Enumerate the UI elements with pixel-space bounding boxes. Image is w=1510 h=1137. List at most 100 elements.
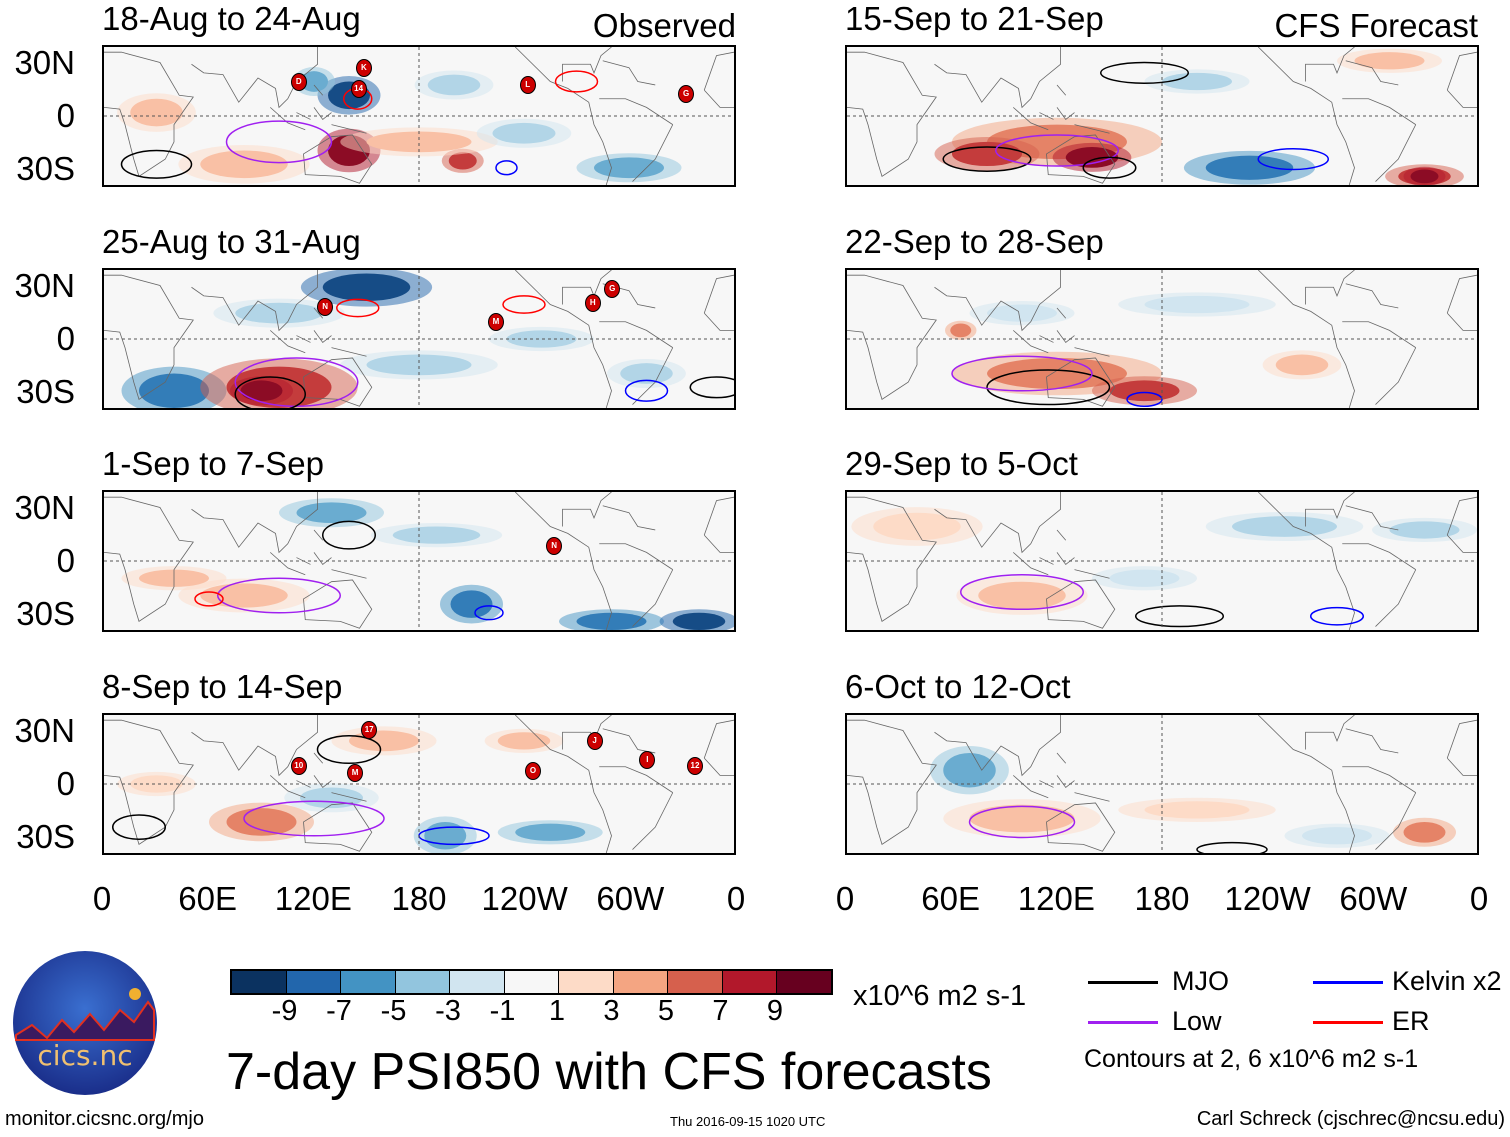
wave-contour (113, 815, 166, 839)
colorbar-tick-label: 7 (712, 995, 729, 1027)
coastline (1258, 715, 1354, 853)
coastline (1447, 52, 1477, 107)
coastline (1258, 492, 1354, 630)
storm-marker: 14 (350, 79, 367, 98)
anomaly-shading (413, 816, 477, 853)
colorbar-swatch (232, 971, 287, 993)
coastline (515, 492, 611, 630)
map-panel (845, 268, 1479, 410)
coastline (704, 720, 734, 775)
colorbar-swatch (722, 971, 777, 993)
panel-title: 1-Sep to 7-Sep (102, 445, 324, 482)
coastline (192, 270, 318, 330)
y-tick-label: 0 (56, 320, 75, 357)
map-panel (845, 713, 1479, 855)
y-tick-label: 30N (14, 44, 75, 81)
y-tick-label: 30N (14, 267, 75, 304)
coastline (304, 135, 372, 183)
wave-contour (122, 151, 192, 179)
colorbar-swatch (450, 971, 505, 993)
main-title: 7-day PSI850 with CFS forecasts (226, 1043, 992, 1101)
anomaly-shading (1262, 350, 1342, 380)
coastline (563, 47, 673, 182)
colorbar-swatch (341, 971, 396, 993)
wave-contour (1258, 149, 1328, 170)
anomaly-shading (213, 298, 345, 328)
wave-contour (996, 135, 1119, 166)
footer-timestamp: Thu 2016-09-15 1020 UTC (670, 1114, 826, 1129)
anomaly-shading (1092, 566, 1197, 591)
anomaly-shading (934, 137, 1040, 171)
colorbar-tick-label: 1 (548, 995, 566, 1027)
anomaly-shading (1092, 376, 1197, 406)
coastline (104, 720, 193, 844)
colorbar-swatch (395, 971, 450, 993)
colorbar (230, 969, 833, 995)
colorbar-tick-label: 9 (766, 995, 784, 1027)
coastline (847, 497, 936, 621)
coastline (1258, 47, 1354, 185)
y-tick-label: 30N (14, 489, 75, 526)
panel-title: 15-Sep to 21-Sep (845, 0, 1104, 37)
legend-low-line (1088, 1021, 1158, 1024)
anomaly-shading (930, 746, 1009, 795)
anomaly-shading (943, 799, 1101, 838)
anomaly-shading (331, 726, 437, 756)
anomaly-shading (178, 578, 310, 613)
anomaly-shading (1205, 512, 1364, 541)
anomaly-shading (484, 728, 564, 753)
coastline (1258, 270, 1354, 408)
colorbar-units: x10^6 m2 s-1 (853, 980, 1027, 1012)
coastline (563, 492, 673, 627)
coastline (1447, 497, 1477, 552)
coastline (304, 358, 372, 406)
wave-contour (496, 161, 517, 175)
colorbar-swatch (777, 971, 831, 993)
anomaly-shading (1118, 797, 1276, 822)
wave-contour (1083, 157, 1136, 178)
coastline (192, 492, 318, 552)
coastline (935, 47, 1061, 107)
coastline (1306, 492, 1416, 627)
coastline (704, 497, 734, 552)
coastline (104, 52, 193, 176)
y-tick-label: 0 (56, 765, 75, 802)
anomaly-shading (1393, 817, 1456, 847)
storm-marker: D (290, 72, 307, 91)
coastline (935, 492, 1061, 552)
footer-url[interactable]: monitor.cicsnc.org/mjo (5, 1108, 204, 1130)
x-tick-label: 0 (835, 880, 855, 917)
wave-contour (1101, 63, 1189, 84)
coastline (304, 580, 372, 628)
legend-mjo-label: MJO (1172, 966, 1229, 996)
colorbar-tick-label: -9 (271, 995, 298, 1027)
anomaly-shading (956, 576, 1088, 615)
y-tick-label: 0 (56, 542, 75, 579)
coastline (1047, 358, 1115, 406)
anomaly-shading (414, 70, 494, 100)
y-tick-label: 30S (16, 595, 75, 632)
storm-marker: M (487, 313, 504, 332)
anomaly-shading (576, 153, 682, 183)
x-tick-label: 120W (481, 880, 568, 917)
coastline (603, 61, 656, 85)
legend-low-label: Low (1172, 1006, 1222, 1036)
coastline (1047, 803, 1115, 851)
coastline (563, 270, 673, 405)
storm-marker: N (546, 537, 563, 556)
wave-contour (961, 575, 1084, 610)
storm-marker: G (604, 279, 621, 298)
coastline (935, 715, 1061, 775)
wave-contour (1127, 392, 1162, 406)
panel-title: 8-Sep to 14-Sep (102, 668, 343, 705)
storm-marker: 17 (361, 721, 378, 740)
anomaly-shading (1052, 142, 1132, 172)
anomaly-shading (370, 523, 503, 548)
colorbar-swatch (613, 971, 668, 993)
wave-contour (1311, 608, 1364, 625)
wave-contour (218, 578, 341, 613)
anomaly-shading (945, 320, 977, 341)
anomaly-shading (969, 301, 1075, 326)
anomaly-shading (1337, 48, 1442, 73)
